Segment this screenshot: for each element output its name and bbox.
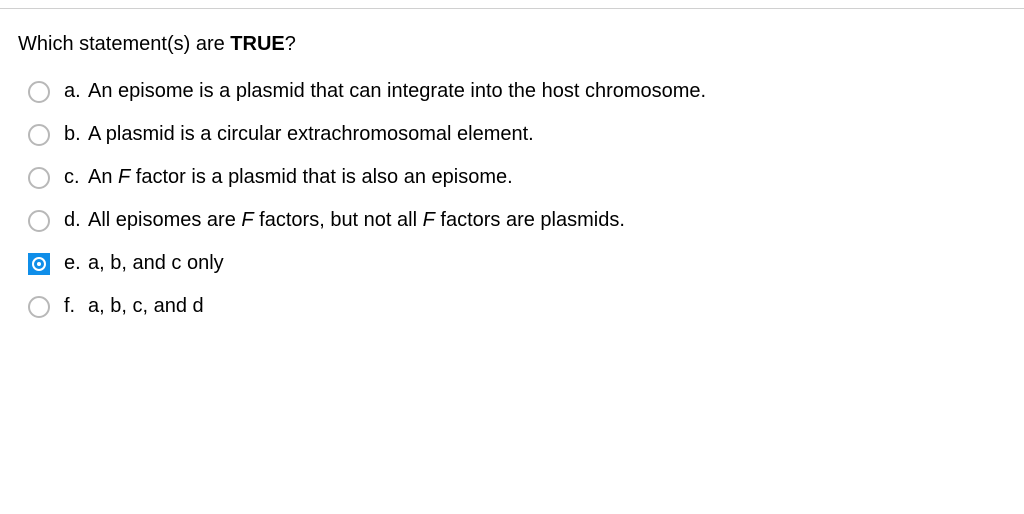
option-label: a. An episome is a plasmid that can integ… (64, 80, 706, 103)
top-divider (0, 8, 1024, 9)
option-text: a, b, c, and d (88, 295, 204, 318)
options-container: a. An episome is a plasmid that can integ… (18, 80, 1006, 318)
plain-text: factor is a plasmid that is also an epis… (130, 166, 512, 188)
plain-text: An (88, 166, 118, 188)
question-block: Which statement(s) are TRUE? a. An episom… (0, 33, 1024, 318)
option-text: An F factor is a plasmid that is also an… (88, 166, 513, 189)
option-row[interactable]: d. All episomes are F factors, but not al… (28, 209, 1006, 232)
question-bold: TRUE (230, 33, 284, 55)
radio-ring-icon (32, 257, 46, 271)
option-label: d. All episomes are F factors, but not al… (64, 209, 625, 232)
option-text: a, b, and c only (88, 252, 224, 275)
radio-dot-icon (37, 262, 41, 266)
plain-text: factors, but not all (254, 209, 423, 231)
italic-text: F (423, 209, 435, 231)
option-letter: d. (64, 209, 82, 232)
option-label: b. A plasmid is a circular extrachromosom… (64, 123, 534, 146)
option-row[interactable]: f. a, b, c, and d (28, 295, 1006, 318)
option-row[interactable]: b. A plasmid is a circular extrachromosom… (28, 123, 1006, 146)
radio-unselected[interactable] (28, 296, 50, 318)
plain-text: factors are plasmids. (435, 209, 625, 231)
option-letter: c. (64, 166, 82, 189)
option-row[interactable]: a. An episome is a plasmid that can integ… (28, 80, 1006, 103)
option-letter: b. (64, 123, 82, 146)
option-row[interactable]: c. An F factor is a plasmid that is also … (28, 166, 1006, 189)
question-prefix: Which statement(s) are (18, 33, 230, 55)
italic-text: F (118, 166, 130, 188)
radio-unselected[interactable] (28, 124, 50, 146)
option-label: e. a, b, and c only (64, 252, 224, 275)
plain-text: A plasmid is a circular extrachromosomal… (88, 123, 534, 145)
option-row[interactable]: e. a, b, and c only (28, 252, 1006, 275)
option-text: An episome is a plasmid that can integra… (88, 80, 706, 103)
option-letter: a. (64, 80, 82, 103)
radio-unselected[interactable] (28, 210, 50, 232)
radio-unselected[interactable] (28, 167, 50, 189)
plain-text: All episomes are (88, 209, 241, 231)
option-letter: f. (64, 295, 82, 318)
option-letter: e. (64, 252, 82, 275)
radio-selected[interactable] (28, 253, 50, 275)
option-text: A plasmid is a circular extrachromosomal… (88, 123, 534, 146)
radio-unselected[interactable] (28, 81, 50, 103)
question-suffix: ? (285, 33, 296, 55)
option-label: c. An F factor is a plasmid that is also … (64, 166, 513, 189)
plain-text: a, b, c, and d (88, 295, 204, 317)
italic-text: F (241, 209, 253, 231)
question-text: Which statement(s) are TRUE? (18, 33, 1006, 56)
option-label: f. a, b, c, and d (64, 295, 204, 318)
option-text: All episomes are F factors, but not all … (88, 209, 625, 232)
plain-text: a, b, and c only (88, 252, 224, 274)
plain-text: An episome is a plasmid that can integra… (88, 80, 706, 102)
